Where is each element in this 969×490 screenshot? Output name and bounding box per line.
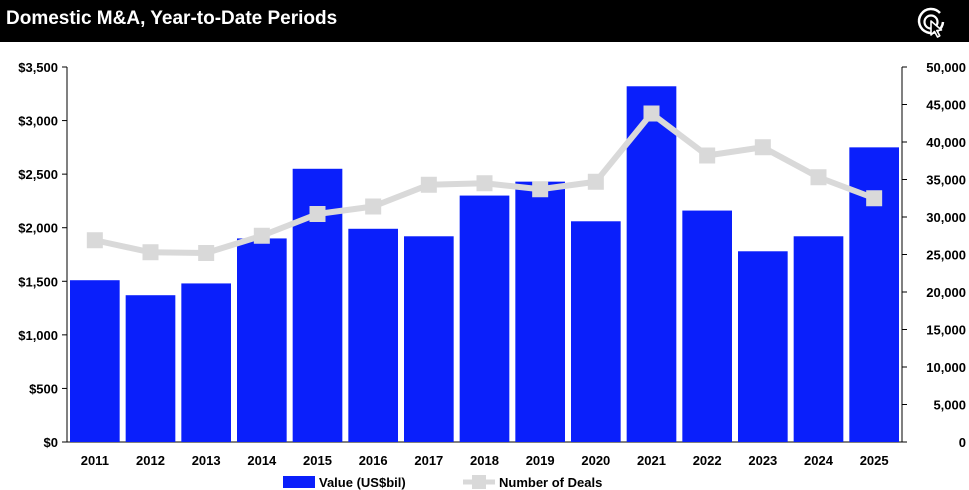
x-tick-label: 2021: [637, 453, 666, 468]
x-tick-label: 2018: [470, 453, 499, 468]
x-tick-label: 2019: [526, 453, 555, 468]
left-tick-label: $3,500: [18, 60, 58, 75]
bar-2016: [348, 229, 398, 442]
legend-line-marker: [472, 475, 486, 489]
deals-marker-2020: [588, 174, 604, 190]
x-tick-label: 2020: [581, 453, 610, 468]
left-tick-label: $1,000: [18, 328, 58, 343]
deals-marker-2013: [198, 245, 214, 261]
bar-2020: [571, 221, 621, 442]
deals-marker-2014: [254, 228, 270, 244]
bar-2012: [126, 295, 176, 442]
left-tick-label: $500: [29, 381, 58, 396]
right-tick-label: 40,000: [926, 135, 966, 150]
deals-marker-2012: [143, 244, 159, 260]
bar-2014: [237, 238, 287, 442]
deals-marker-2011: [87, 232, 103, 248]
x-tick-label: 2025: [860, 453, 889, 468]
bar-2017: [404, 236, 454, 442]
x-tick-label: 2016: [359, 453, 388, 468]
right-tick-label: 30,000: [926, 210, 966, 225]
legend-line-label: Number of Deals: [499, 475, 602, 490]
right-axis: 0 5,000 10,000 15,000 20,000 25,000 30,000 35,0…: [902, 60, 966, 450]
deals-marker-2025: [866, 190, 882, 206]
bar-2022: [682, 211, 732, 442]
x-tick-label: 2012: [136, 453, 165, 468]
x-tick-label: 2014: [247, 453, 277, 468]
right-tick-label: 10,000: [926, 360, 966, 375]
right-tick-label: 25,000: [926, 248, 966, 263]
chart-title: Domestic M&A, Year-to-Date Periods: [6, 8, 337, 30]
x-tick-label: 2011: [81, 453, 109, 468]
right-tick-label: 45,000: [926, 98, 966, 113]
bar-2011: [70, 280, 120, 442]
left-tick-label: $3,000: [18, 114, 58, 129]
bar-2018: [460, 196, 510, 442]
x-tick-label: 2023: [748, 453, 777, 468]
legend-bar-label: Value (US$bil): [319, 475, 406, 490]
right-tick-label: 5,000: [933, 398, 966, 413]
x-tick-label: 2022: [693, 453, 722, 468]
left-tick-label: $0: [44, 435, 58, 450]
bar-2023: [738, 251, 788, 442]
deals-marker-2022: [699, 148, 715, 164]
x-axis-labels: 2011 2012 2013 2014 2015 2016 2017 2018 2019 2020…: [81, 453, 889, 468]
chart: $0 $500 $1,000 $1,500 $2,000 $2,500 $3,000 $3,5…: [0, 42, 969, 490]
deals-marker-2015: [310, 206, 326, 222]
bar-2021: [627, 86, 677, 442]
left-tick-label: $1,500: [18, 274, 58, 289]
x-tick-label: 2015: [303, 453, 332, 468]
left-tick-label: $2,500: [18, 167, 58, 182]
deals-marker-2017: [421, 177, 437, 193]
deals-marker-2018: [477, 175, 493, 191]
right-tick-label: 15,000: [926, 323, 966, 338]
right-tick-label: 35,000: [926, 173, 966, 188]
x-tick-label: 2024: [804, 453, 834, 468]
left-tick-label: $2,000: [18, 221, 58, 236]
deals-marker-2019: [532, 181, 548, 197]
bar-2019: [515, 182, 565, 442]
deals-marker-2023: [755, 139, 771, 155]
legend: Value (US$bil) Number of Deals: [283, 475, 602, 490]
bar-series: [70, 86, 899, 442]
x-tick-label: 2017: [414, 453, 443, 468]
title-bar: Domestic M&A, Year-to-Date Periods: [0, 0, 969, 42]
right-tick-label: 20,000: [926, 285, 966, 300]
deals-marker-2016: [365, 199, 381, 215]
bar-2024: [794, 236, 844, 442]
x-tick-label: 2013: [192, 453, 221, 468]
deals-marker-2024: [811, 169, 827, 185]
bar-2013: [181, 283, 231, 442]
legend-bar-swatch: [283, 476, 315, 488]
right-tick-label: 0: [959, 435, 966, 450]
cursor-target-icon: [913, 4, 949, 40]
right-tick-label: 50,000: [926, 60, 966, 75]
deals-marker-2021: [644, 106, 660, 122]
